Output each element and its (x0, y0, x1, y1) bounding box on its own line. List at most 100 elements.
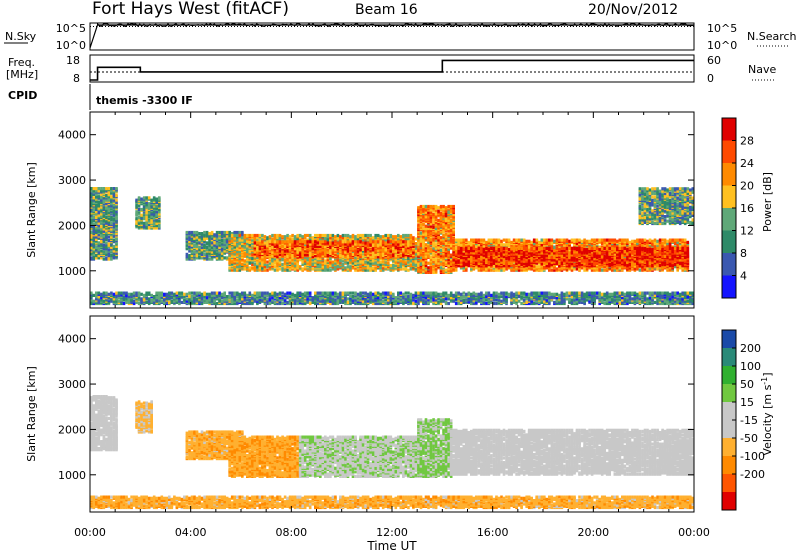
heat-cell (238, 257, 242, 261)
heat-cell (535, 265, 539, 269)
heat-cell (110, 254, 113, 258)
heat-cell (223, 241, 226, 245)
heat-cell (452, 204, 455, 209)
heat-cell (361, 255, 365, 259)
heat-cell (147, 196, 151, 200)
heat-cell (248, 233, 252, 238)
heat-cell (193, 243, 196, 247)
heat-cell (253, 265, 257, 269)
heat-cell (286, 240, 289, 244)
heat-cell (351, 266, 355, 270)
heat-cell (107, 254, 111, 258)
heat-cell (112, 192, 116, 196)
heat-cell (298, 265, 302, 269)
heat-cell (417, 206, 420, 210)
heat-cell (311, 258, 315, 262)
heat-cell (105, 215, 108, 220)
heat-cell (137, 218, 141, 222)
heat-cell (107, 187, 111, 191)
heat-cell (439, 266, 443, 270)
heat-cell (339, 254, 342, 258)
heat-cell (354, 237, 357, 241)
heat-cell (281, 240, 284, 244)
heat-cell (311, 252, 315, 257)
heat-cell (253, 241, 257, 245)
heat-cell (356, 262, 360, 266)
heat-cell (225, 234, 229, 238)
heat-cell (223, 256, 226, 260)
heat-cell (92, 187, 96, 191)
heat-cell (266, 260, 269, 264)
nave-label: Nave (748, 63, 776, 76)
heat-cell (190, 243, 194, 247)
heat-cell (246, 246, 249, 250)
heat-cell (241, 255, 244, 260)
heat-cell (298, 251, 302, 255)
heat-cell (263, 268, 267, 272)
heat-cell (356, 268, 360, 272)
heat-cell (97, 226, 101, 230)
heat-cell (490, 268, 493, 272)
heat-cell (286, 236, 289, 240)
heat-cell (210, 257, 214, 261)
heat-cell (210, 241, 214, 245)
heat-cell (442, 233, 445, 237)
heat-cell (379, 266, 382, 270)
heat-cell (90, 204, 93, 208)
heat-cell (266, 264, 269, 268)
heat-cell (135, 212, 138, 216)
freq-series (90, 59, 694, 81)
heat-cell (439, 204, 443, 209)
heat-cell (291, 258, 294, 262)
heat-cell (271, 237, 274, 241)
heat-cell (261, 260, 264, 264)
heat-cell (198, 248, 201, 252)
heat-cell (286, 268, 289, 272)
heat-cell (188, 237, 191, 241)
heat-cell (276, 240, 279, 244)
heat-cell (392, 235, 395, 239)
heat-cell (306, 238, 309, 242)
heat-cell (389, 233, 393, 238)
nsky-tick-top: 10^5 (56, 22, 86, 35)
heat-cell (444, 232, 448, 236)
heat-cell (465, 238, 468, 242)
heat-cell (195, 233, 199, 237)
heat-cell (200, 256, 204, 260)
heat-cell (205, 241, 209, 245)
heat-cell (384, 233, 387, 238)
heat-cell (193, 250, 196, 254)
heat-cell (263, 241, 267, 245)
heat-cell (263, 235, 267, 239)
heat-cell (293, 261, 297, 265)
heat-cell (90, 245, 93, 250)
heat-cell (522, 238, 526, 242)
heat-cell (215, 230, 219, 235)
heat-cell (296, 265, 299, 269)
heat-cell (351, 240, 355, 244)
heat-cell (361, 233, 365, 238)
heat-cell (215, 241, 219, 245)
heat-cell (145, 203, 148, 207)
heat-cell (301, 267, 304, 271)
heat-cell (329, 241, 332, 245)
heat-cell (258, 240, 262, 244)
heat-cell (442, 269, 445, 273)
heat-cell (100, 205, 103, 209)
heat-cell (374, 233, 377, 238)
heat-cell (97, 206, 101, 210)
heat-cell (291, 240, 294, 244)
heat-cell (218, 250, 221, 254)
heat-cell (369, 233, 372, 238)
heat-cell (155, 200, 158, 205)
heat-cell (452, 238, 455, 242)
heat-cell (137, 225, 141, 229)
heat-cell (429, 247, 433, 251)
heat-cell (261, 237, 264, 241)
heat-cell (152, 212, 156, 216)
heat-cell (158, 212, 161, 216)
heat-cell (394, 254, 398, 258)
heat-cell (389, 244, 393, 248)
heat-cell (278, 233, 282, 238)
heat-cell (351, 233, 355, 238)
